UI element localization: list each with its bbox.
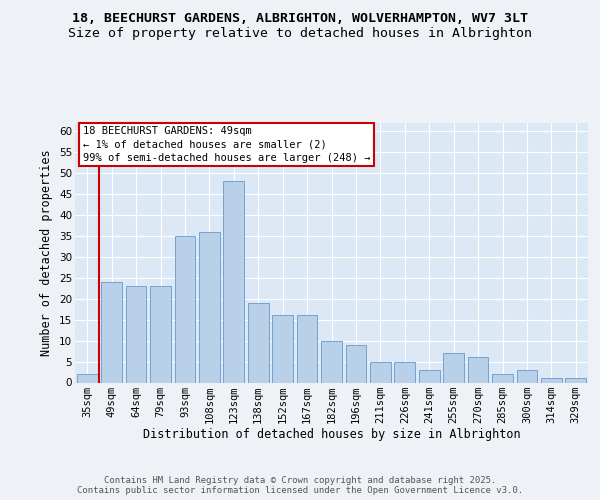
Bar bbox=[443, 353, 464, 382]
Bar bbox=[199, 232, 220, 382]
Bar bbox=[394, 362, 415, 382]
Bar bbox=[175, 236, 196, 382]
Bar bbox=[492, 374, 513, 382]
Bar bbox=[77, 374, 98, 382]
Bar bbox=[467, 358, 488, 382]
Y-axis label: Number of detached properties: Number of detached properties bbox=[40, 149, 53, 356]
Bar bbox=[541, 378, 562, 382]
Text: 18, BEECHURST GARDENS, ALBRIGHTON, WOLVERHAMPTON, WV7 3LT: 18, BEECHURST GARDENS, ALBRIGHTON, WOLVE… bbox=[72, 12, 528, 26]
Text: Contains HM Land Registry data © Crown copyright and database right 2025.
Contai: Contains HM Land Registry data © Crown c… bbox=[77, 476, 523, 495]
Bar bbox=[150, 286, 171, 382]
Bar bbox=[370, 362, 391, 382]
Bar bbox=[248, 303, 269, 382]
Bar bbox=[101, 282, 122, 382]
Bar bbox=[321, 340, 342, 382]
Bar bbox=[296, 316, 317, 382]
Bar bbox=[517, 370, 538, 382]
Bar bbox=[346, 345, 367, 383]
Text: Size of property relative to detached houses in Albrighton: Size of property relative to detached ho… bbox=[68, 28, 532, 40]
Bar bbox=[565, 378, 586, 382]
X-axis label: Distribution of detached houses by size in Albrighton: Distribution of detached houses by size … bbox=[143, 428, 520, 442]
Bar bbox=[419, 370, 440, 382]
Bar bbox=[272, 316, 293, 382]
Text: 18 BEECHURST GARDENS: 49sqm
← 1% of detached houses are smaller (2)
99% of semi-: 18 BEECHURST GARDENS: 49sqm ← 1% of deta… bbox=[83, 126, 370, 163]
Bar bbox=[223, 181, 244, 382]
Bar bbox=[125, 286, 146, 382]
